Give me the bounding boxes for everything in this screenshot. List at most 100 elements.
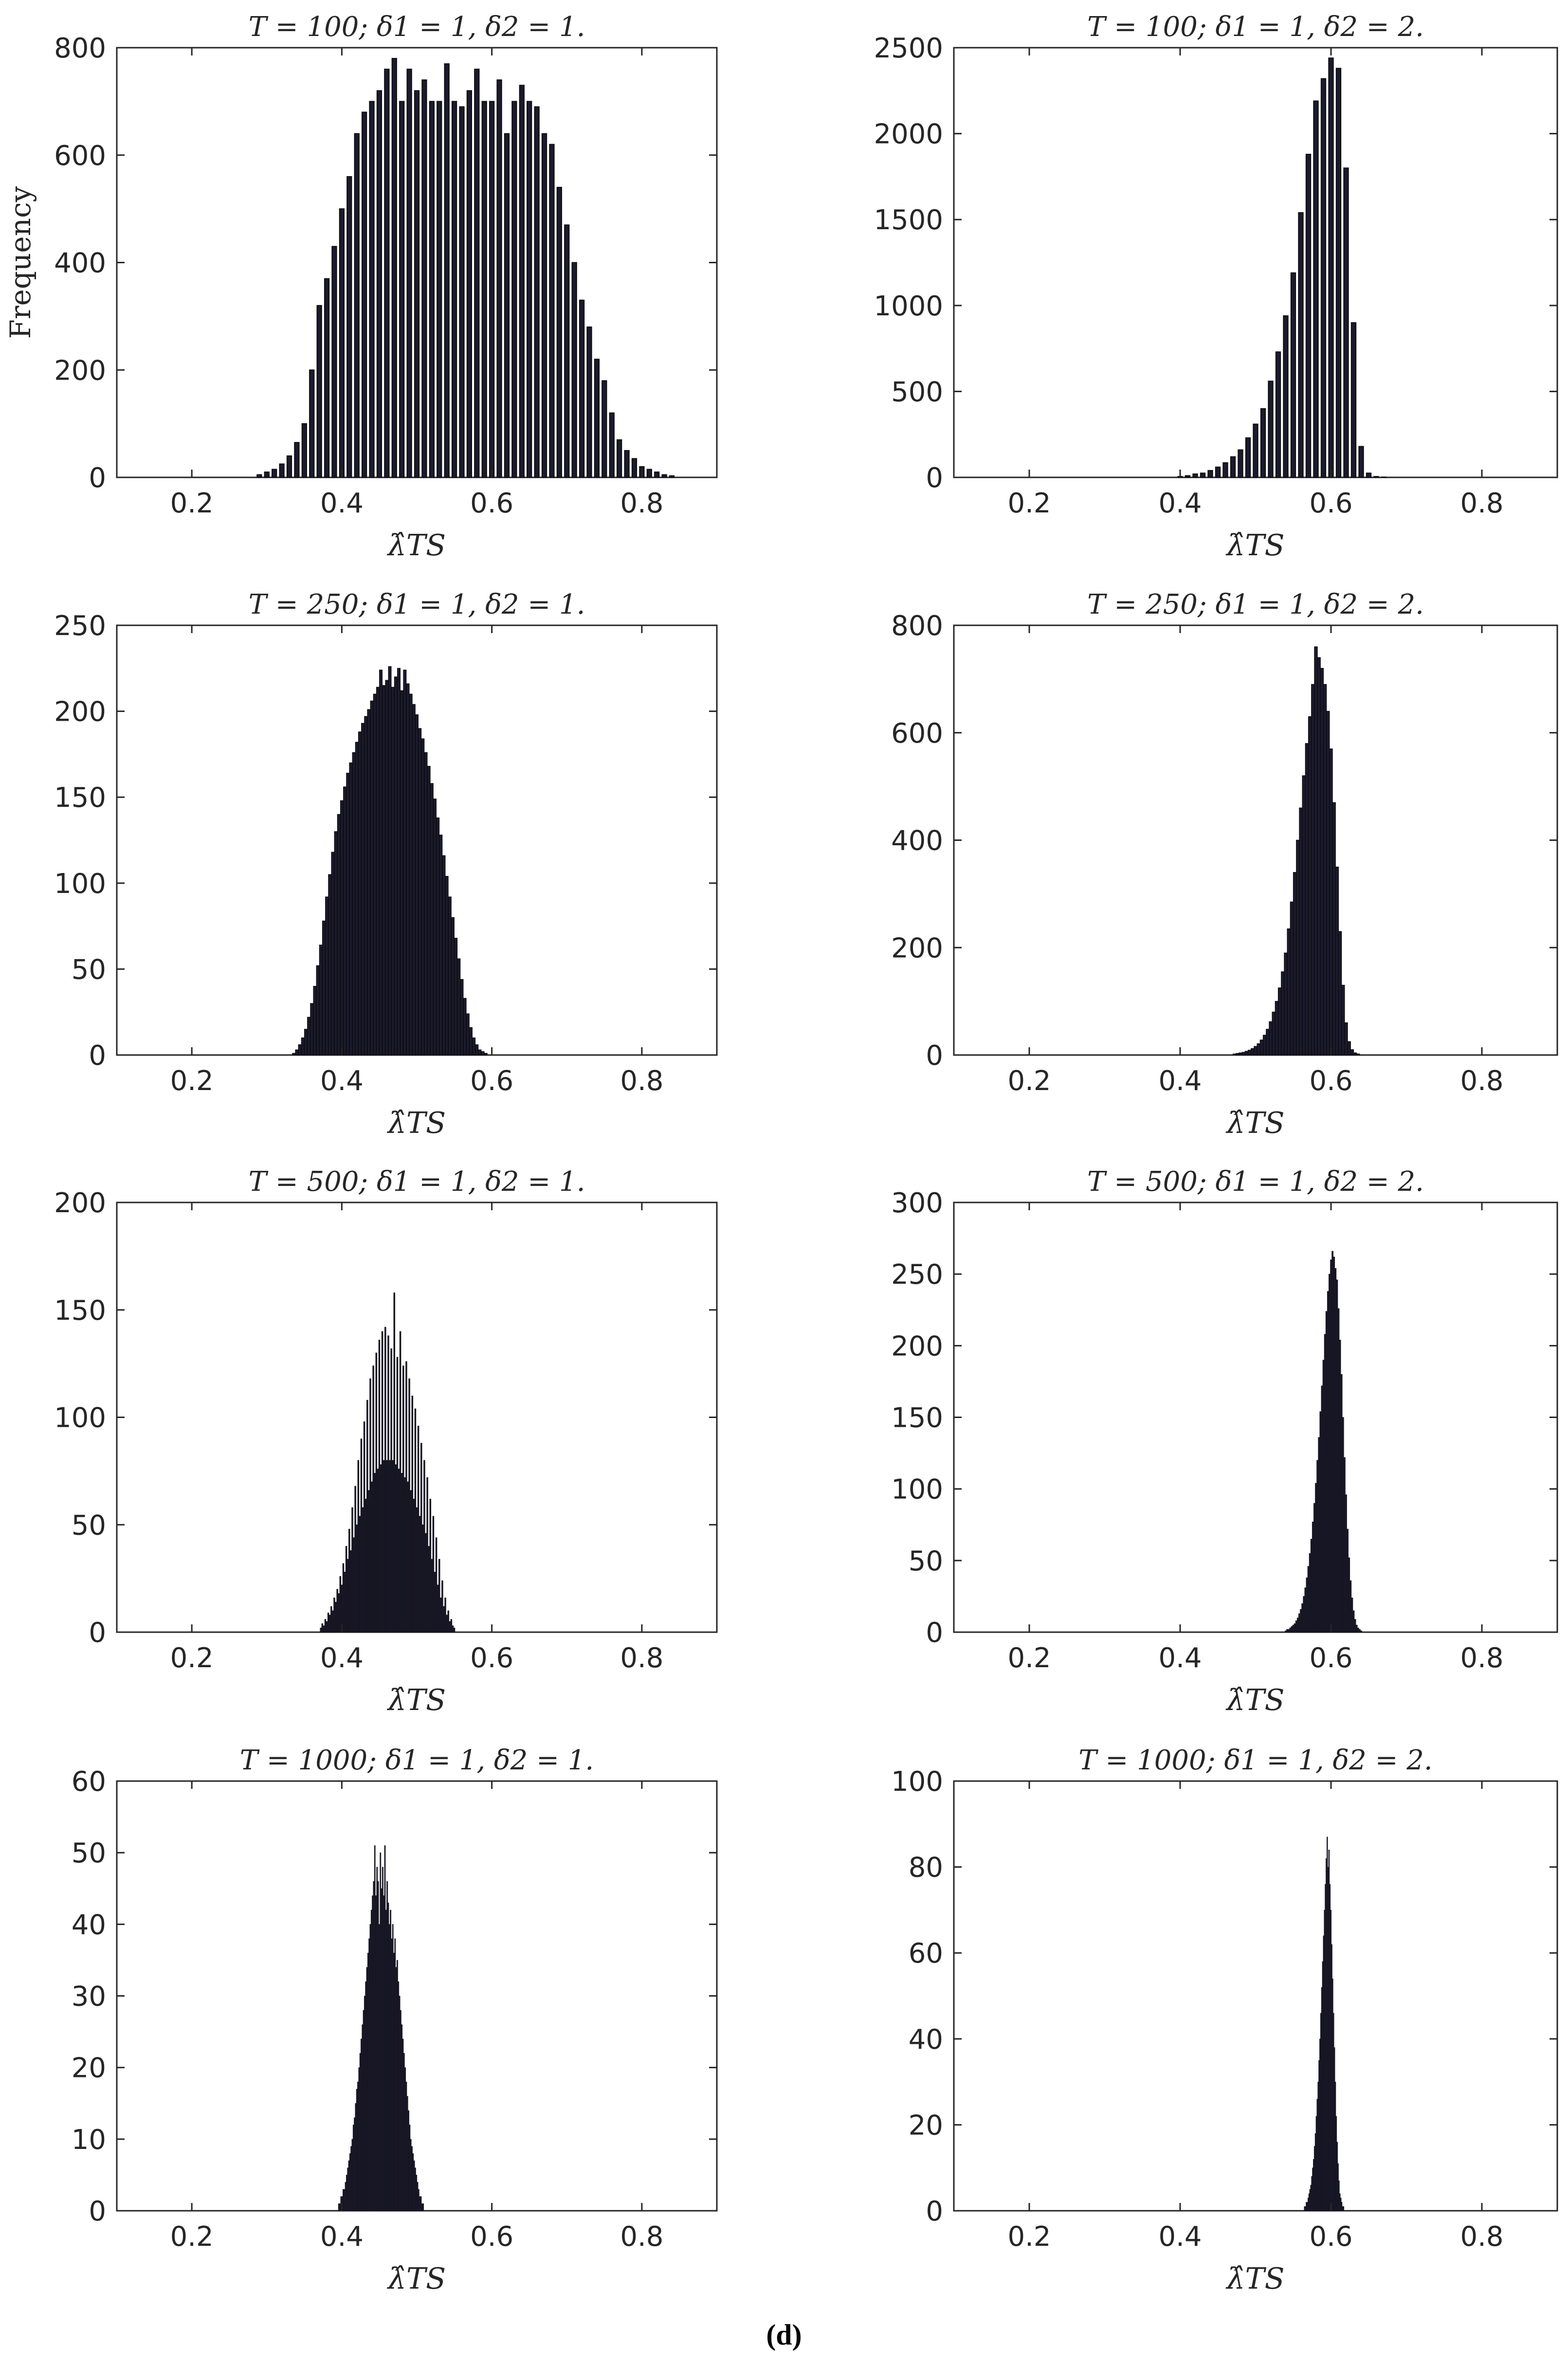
histogram-bar bbox=[357, 2081, 359, 2211]
histogram-bar bbox=[527, 101, 532, 478]
histogram-bar bbox=[398, 1469, 400, 1633]
x-tick-label: 0.4 bbox=[320, 1642, 364, 1674]
histogram-bar bbox=[457, 958, 461, 1056]
histogram-bar bbox=[385, 1910, 387, 2211]
histogram-bar bbox=[415, 714, 419, 1056]
histogram-bar bbox=[1298, 212, 1304, 478]
histogram-bar bbox=[395, 1967, 397, 2211]
histogram-bar bbox=[388, 666, 392, 1056]
histogram-bar bbox=[1351, 1597, 1353, 1633]
histogram-bar bbox=[392, 1460, 394, 1633]
histogram-bar bbox=[1355, 1624, 1358, 1633]
histogram-bar bbox=[1342, 1417, 1344, 1633]
histogram-bar bbox=[511, 101, 517, 478]
histogram-bar bbox=[359, 1516, 361, 1633]
histogram-bar bbox=[419, 2196, 421, 2211]
histogram-bar bbox=[399, 1996, 401, 2211]
histogram-bar bbox=[424, 752, 428, 1056]
histogram-bar bbox=[449, 1621, 451, 1633]
histogram-bar bbox=[421, 738, 425, 1056]
histogram-bar bbox=[451, 917, 455, 1056]
histogram-bars bbox=[1285, 1251, 1362, 1633]
histogram-bar bbox=[1266, 1029, 1270, 1056]
figure-caption: (d) bbox=[766, 2319, 802, 2351]
histogram-bar bbox=[362, 2024, 364, 2211]
histogram-bar bbox=[1358, 446, 1364, 478]
histogram-bar bbox=[320, 1627, 322, 1633]
y-tick-label: 1000 bbox=[874, 291, 943, 322]
histogram-bar bbox=[380, 1852, 382, 2211]
x-tick-label: 0.4 bbox=[1158, 1065, 1202, 1097]
histogram-bar bbox=[586, 326, 592, 478]
histogram-bar bbox=[304, 1029, 308, 1056]
histogram-bar bbox=[394, 1938, 396, 2211]
histogram-bar bbox=[453, 1627, 456, 1633]
x-tick-label: 0.2 bbox=[170, 2221, 214, 2253]
histogram-bar bbox=[408, 2110, 409, 2211]
x-tick-label: 0.6 bbox=[1309, 2221, 1352, 2253]
histogram-bar bbox=[361, 2038, 362, 2211]
histogram-bar bbox=[384, 1327, 386, 1633]
histogram-bar bbox=[402, 1365, 404, 1633]
histogram-bar bbox=[279, 463, 285, 478]
histogram-bar bbox=[388, 1924, 390, 2211]
histogram-bar bbox=[406, 683, 410, 1056]
histogram-bar bbox=[385, 680, 389, 1056]
histogram-bar bbox=[337, 814, 341, 1056]
histogram-bar bbox=[411, 2146, 413, 2211]
histogram-bar bbox=[421, 2203, 423, 2211]
histogram-bar bbox=[466, 1013, 470, 1056]
y-tick-label: 200 bbox=[891, 1330, 943, 1362]
histogram-bar bbox=[496, 79, 502, 478]
histogram-bar bbox=[1232, 1054, 1237, 1056]
histogram-bar bbox=[412, 704, 416, 1056]
y-tick-label: 50 bbox=[909, 1546, 943, 1577]
histogram-panel-5: 0.2 0.4 0.6 0.8 0 50 100 150 200 T = 500; δ1 = 1,… bbox=[54, 1166, 718, 1717]
histogram-bar bbox=[1294, 1623, 1296, 1633]
histogram-bar bbox=[344, 2189, 346, 2211]
y-tick-label: 1500 bbox=[874, 204, 943, 236]
histogram-bar bbox=[1291, 1626, 1293, 1633]
histogram-bar bbox=[401, 2024, 403, 2211]
x-axis-label: λ̂TS bbox=[387, 528, 446, 563]
histogram-bar bbox=[1301, 1603, 1303, 1633]
histogram-bar bbox=[369, 1378, 371, 1633]
histogram-bar bbox=[412, 2153, 414, 2211]
histogram-bar bbox=[452, 1625, 454, 1633]
histogram-bar bbox=[372, 1365, 374, 1633]
histogram-bar bbox=[1192, 473, 1198, 478]
histogram-bar bbox=[1335, 68, 1342, 478]
histogram-bar bbox=[1307, 1566, 1310, 1633]
histogram-bars bbox=[1232, 646, 1360, 1056]
histogram-bar bbox=[1289, 1627, 1292, 1633]
x-axis-label: λ̂TS bbox=[1225, 2262, 1284, 2296]
histogram-bar bbox=[368, 1490, 370, 1633]
histogram-bar bbox=[400, 2010, 401, 2211]
histogram-bar bbox=[430, 783, 434, 1056]
histogram-bar bbox=[422, 2203, 424, 2211]
y-tick-label: 400 bbox=[54, 248, 106, 279]
histogram-bar bbox=[1286, 1629, 1288, 1633]
histogram-bar bbox=[409, 2125, 411, 2211]
histogram-bar bbox=[441, 1580, 443, 1633]
y-tick-label: 300 bbox=[891, 1187, 943, 1219]
histogram-bar bbox=[298, 1044, 302, 1056]
y-tick-label: 10 bbox=[72, 2124, 106, 2156]
histogram-bar bbox=[1373, 476, 1379, 478]
histogram-bar bbox=[1292, 1624, 1295, 1633]
histogram-bar bbox=[421, 79, 427, 478]
histogram-bar bbox=[392, 1924, 394, 2211]
y-tick-label: 400 bbox=[891, 825, 943, 857]
histogram-bar bbox=[316, 965, 320, 1056]
histogram-bar bbox=[1245, 437, 1251, 478]
y-tick-label: 60 bbox=[909, 1938, 943, 1969]
histogram-bar bbox=[1254, 1046, 1258, 1056]
histogram-bar bbox=[1330, 1259, 1332, 1633]
histogram-bar bbox=[1300, 1609, 1302, 1633]
histogram-bar bbox=[1304, 1587, 1307, 1633]
y-tick-label: 50 bbox=[72, 954, 106, 985]
histogram-bar bbox=[1329, 748, 1333, 1056]
histogram-bar bbox=[325, 896, 329, 1056]
histogram-bar bbox=[1296, 1618, 1299, 1633]
